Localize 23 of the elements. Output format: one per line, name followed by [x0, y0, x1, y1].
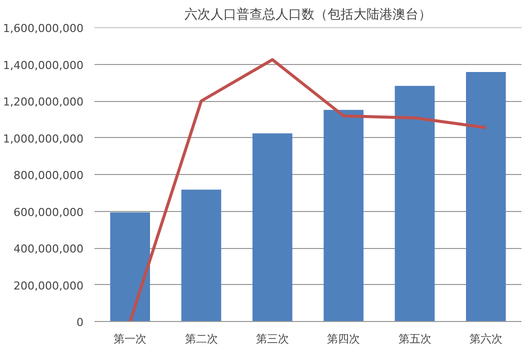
y-tick-label: 800,000,000 — [14, 169, 84, 182]
x-tick-label: 第三次 — [256, 332, 289, 346]
y-tick-label: 0 — [76, 316, 84, 329]
y-tick-label: 400,000,000 — [14, 242, 84, 256]
bar — [181, 190, 222, 322]
y-tick-label: 200,000,000 — [14, 279, 84, 292]
y-tick-label: 1,200,000,000 — [3, 96, 84, 108]
chart-title: 六次人口普查总人口数（包括大陆港澳台） — [184, 6, 432, 22]
bar — [394, 86, 435, 322]
bar — [252, 133, 292, 322]
y-tick-label: 1,400,000,000 — [3, 58, 84, 72]
bar — [110, 212, 150, 322]
bar — [324, 110, 364, 322]
x-tick-label: 第五次 — [398, 332, 432, 346]
x-tick-label: 第四次 — [327, 332, 360, 346]
y-tick-label: 1,000,000,000 — [3, 132, 84, 146]
x-tick-label: 第六次 — [469, 332, 502, 346]
line-series — [128, 58, 488, 322]
x-tick-label: 第一次 — [114, 332, 147, 346]
y-tick-label: 1,600,000,000 — [3, 22, 84, 35]
x-tick-label: 第二次 — [184, 332, 218, 346]
bar — [466, 72, 506, 322]
y-tick-label: 600,000,000 — [14, 206, 84, 219]
